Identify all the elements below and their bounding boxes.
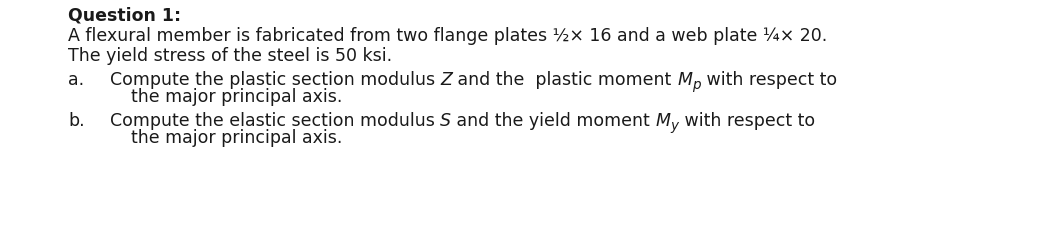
Text: The yield stress of the steel is 50 ksi.: The yield stress of the steel is 50 ksi. [68,47,392,65]
Text: b.: b. [68,112,84,130]
Text: M: M [656,112,670,130]
Text: with respect to: with respect to [701,71,837,89]
Text: the major principal axis.: the major principal axis. [131,129,342,147]
Text: Z: Z [440,71,453,89]
Text: Compute the elastic section modulus: Compute the elastic section modulus [110,112,440,130]
Text: A flexural member is fabricated from two flange plates ½× 16 and a web plate ¼× : A flexural member is fabricated from two… [68,27,828,45]
Text: the major principal axis.: the major principal axis. [131,88,342,106]
Text: y: y [670,119,679,133]
Text: and the  plastic moment: and the plastic moment [453,71,678,89]
Text: Compute the plastic section modulus: Compute the plastic section modulus [110,71,440,89]
Text: S: S [440,112,452,130]
Text: a.: a. [68,71,84,89]
Text: M: M [678,71,692,89]
Text: p: p [692,78,701,92]
Text: with respect to: with respect to [679,112,815,130]
Text: Question 1:: Question 1: [68,7,181,25]
Text: and the yield moment: and the yield moment [452,112,656,130]
